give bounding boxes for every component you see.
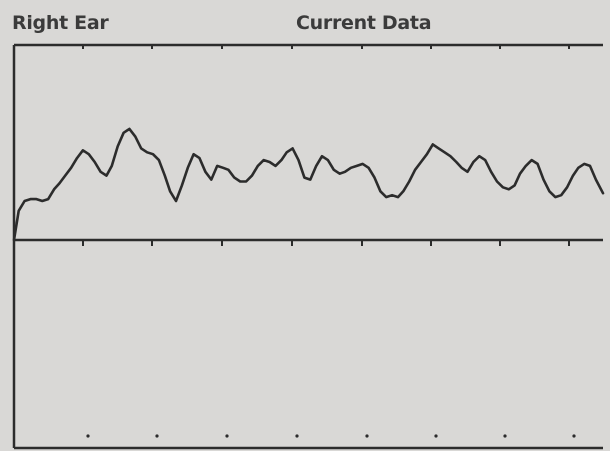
bottom-tick-6 [503,434,507,438]
ear-label: Right Ear [12,12,109,34]
series-line [12,127,605,242]
bottom-tick-7 [572,434,576,438]
bottom-tick-4 [365,434,369,438]
bottom-tick-5 [434,434,438,438]
bottom-tick-2 [225,434,229,438]
data-series [12,127,605,242]
data-mode-label: Current Data [296,12,432,34]
chart-frame [12,43,603,450]
bottom-tick-0 [86,434,90,438]
bottom-tick-1 [155,434,159,438]
bottom-tick-3 [295,434,299,438]
axis-ticks [82,44,576,438]
